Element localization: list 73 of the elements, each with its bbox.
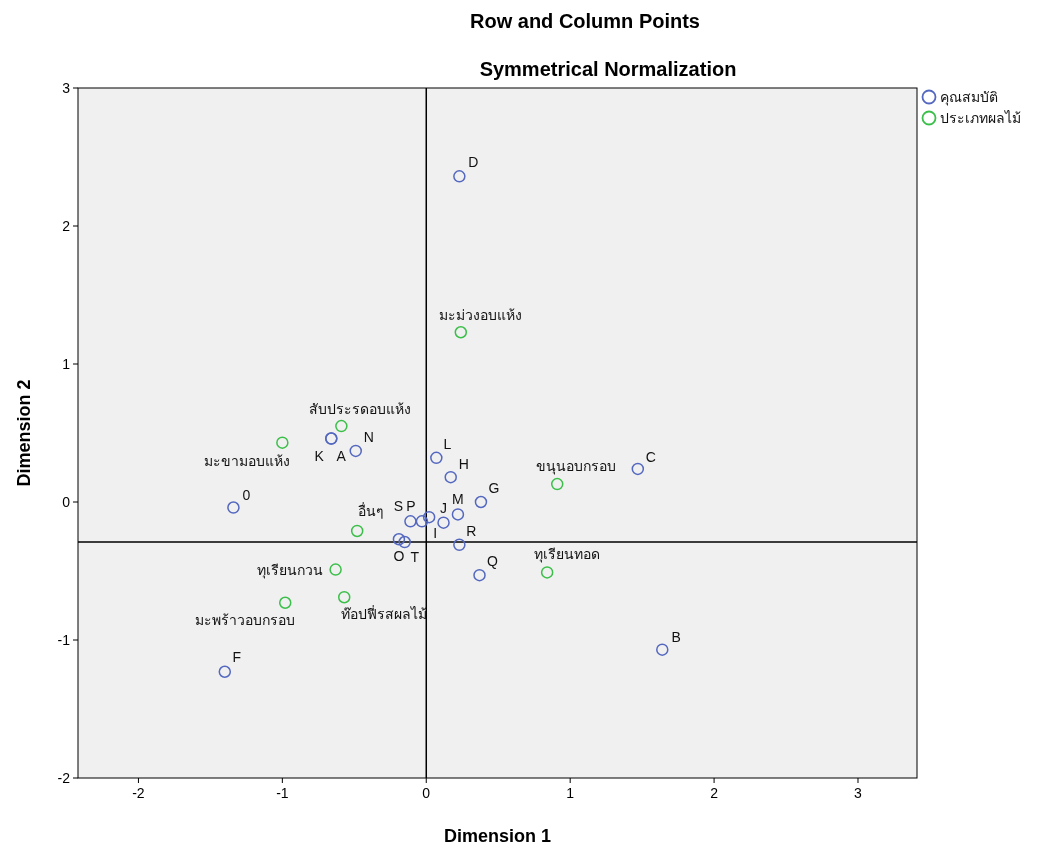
point xyxy=(422,510,436,524)
data-label: D xyxy=(468,154,479,171)
data-label: มะพร้าวอบกรอบ xyxy=(195,611,296,628)
data-label: L xyxy=(443,435,452,452)
data-label: ทุเรียนทอด xyxy=(534,546,601,564)
point xyxy=(656,643,669,656)
x-tick-label: 2 xyxy=(710,785,719,801)
data-label: C xyxy=(645,448,656,465)
data-label: B xyxy=(671,628,681,645)
data-label: I xyxy=(433,525,438,542)
data-label: J xyxy=(440,499,448,516)
point xyxy=(474,495,488,509)
point xyxy=(453,538,466,552)
x-tick-label: -1 xyxy=(276,785,289,801)
data-label: N xyxy=(363,428,374,445)
data-label: O xyxy=(393,548,405,565)
y-tick-label: 3 xyxy=(62,80,71,96)
point xyxy=(453,170,466,183)
data-label: Q xyxy=(487,553,499,570)
data-label: มะม่วงอบแห้ง xyxy=(439,307,523,324)
data-label: T xyxy=(410,549,420,566)
legend-label: คุณสมบัติ xyxy=(940,89,998,106)
data-label: M xyxy=(452,491,464,508)
data-label: K xyxy=(314,447,325,464)
point xyxy=(444,470,457,484)
x-tick-label: 0 xyxy=(422,785,431,801)
point xyxy=(404,515,417,528)
y-tick-label: 2 xyxy=(62,218,71,234)
point xyxy=(415,515,429,528)
point xyxy=(278,596,292,609)
y-axis-title: Dimension 2 xyxy=(14,379,34,487)
point xyxy=(540,566,554,579)
x-axis-title: Dimension 1 xyxy=(443,826,552,846)
data-label: S xyxy=(393,498,404,515)
data-label: ขนุนอบกรอบ xyxy=(536,458,617,476)
y-tick-label: 1 xyxy=(62,356,71,372)
point xyxy=(398,535,411,549)
point xyxy=(337,590,351,604)
y-tick-label: 0 xyxy=(62,494,71,510)
point xyxy=(349,444,362,458)
data-label: สับประรดอบแห้ง xyxy=(309,401,412,418)
point xyxy=(454,326,468,339)
data-label: A xyxy=(336,447,347,464)
point xyxy=(550,477,564,491)
data-label: มะขามอบแห้ง xyxy=(204,452,291,469)
point xyxy=(430,451,443,465)
x-tick-label: 1 xyxy=(566,785,575,801)
data-label: H xyxy=(458,456,469,473)
point xyxy=(392,533,406,546)
point xyxy=(350,524,364,538)
legend-label: ประเภทผลไม้ xyxy=(940,110,1021,126)
data-label: F xyxy=(232,648,242,665)
point xyxy=(276,436,289,449)
y-tick-label: -2 xyxy=(57,770,71,786)
data-label: อื่นๆ xyxy=(358,501,385,519)
data-label: P xyxy=(406,498,416,515)
x-tick-label: 3 xyxy=(854,785,863,801)
point xyxy=(227,501,240,514)
data-label: G xyxy=(488,480,500,496)
point xyxy=(451,508,465,521)
x-tick-label: -2 xyxy=(132,785,145,801)
point xyxy=(329,563,342,576)
point xyxy=(631,462,645,476)
data-label: 0 xyxy=(242,486,251,503)
point xyxy=(473,568,486,582)
point xyxy=(218,665,232,678)
chart-subtitle: Symmetrical Normalization xyxy=(479,58,737,80)
point xyxy=(437,516,450,529)
data-label: ทุเรียนกวน xyxy=(256,561,323,579)
point xyxy=(335,419,348,433)
data-label: R xyxy=(466,522,477,539)
chart-title: Row and Column Points xyxy=(470,10,700,32)
y-tick-label: -1 xyxy=(57,632,71,648)
